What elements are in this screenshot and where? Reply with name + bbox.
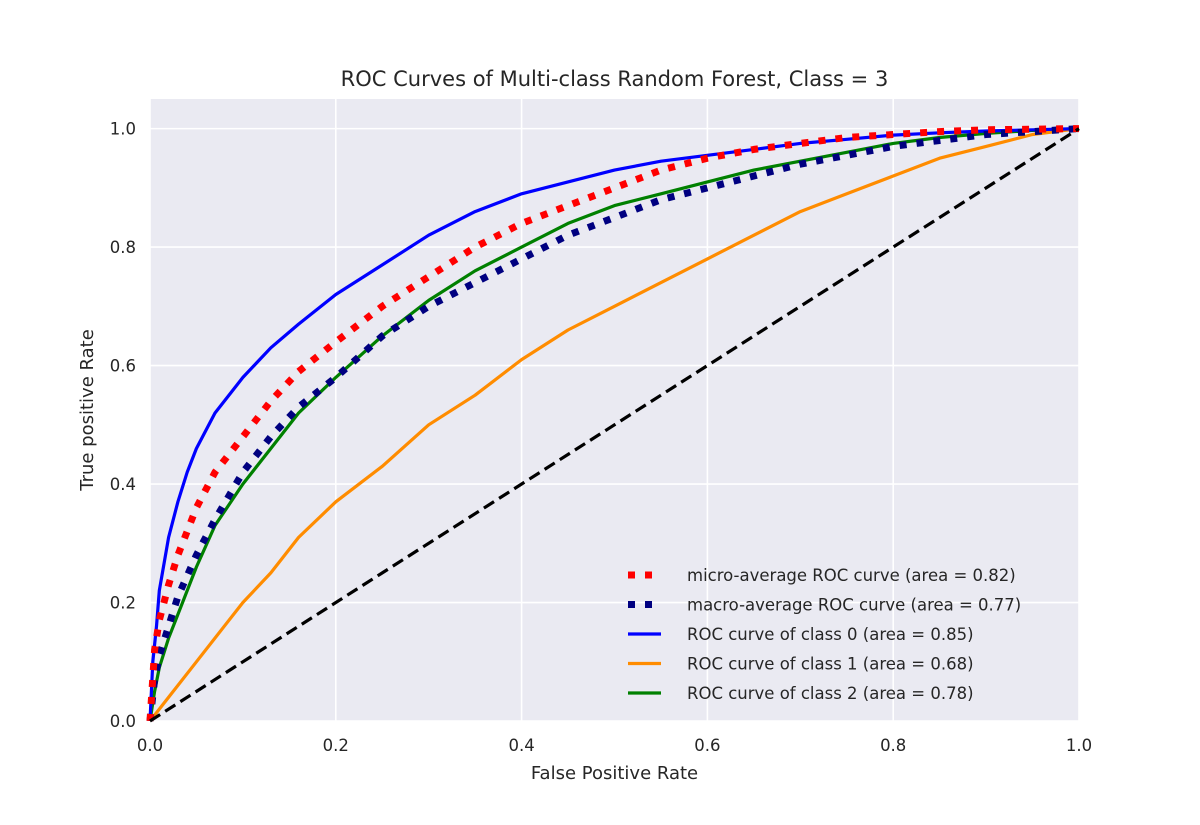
x-tick-label: 0.2 [323, 736, 349, 755]
axis-ticks: 0.0 0.2 0.4 0.6 0.8 1.0 0.0 0.2 0.4 0.6 0.8 1.0 [110, 120, 1092, 755]
x-tick-label: 0.6 [694, 736, 720, 755]
series-line-3 [148, 127, 1080, 722]
series-line-2 [148, 127, 1080, 722]
plot-background [150, 99, 1079, 721]
y-tick-label: 0.4 [110, 475, 136, 494]
y-tick-label: 0.8 [110, 238, 136, 257]
y-tick-label: 0.2 [110, 594, 136, 613]
y-tick-label: 0.6 [110, 357, 136, 376]
legend-label-1: macro-average ROC curve (area = 0.77) [687, 596, 1021, 615]
series-line-5 [149, 127, 1080, 723]
legend: micro-average ROC curve (area = 0.82) mac… [628, 566, 1021, 703]
x-axis-label: False Positive Rate [531, 763, 698, 784]
legend-label-0: micro-average ROC curve (area = 0.82) [687, 566, 1016, 585]
y-tick-label: 0.0 [110, 712, 136, 731]
y-tick-label: 1.0 [110, 120, 136, 139]
legend-label-4: ROC curve of class 2 (area = 0.78) [687, 684, 974, 703]
series-line-4 [148, 127, 1080, 722]
x-tick-label: 0.0 [137, 736, 163, 755]
x-tick-label: 0.4 [508, 736, 534, 755]
legend-label-2: ROC curve of class 0 (area = 0.85) [687, 625, 974, 644]
chart-title: ROC Curves of Multi-class Random Forest,… [341, 67, 889, 91]
x-tick-label: 0.8 [880, 736, 906, 755]
grid [149, 99, 1080, 722]
x-tick-label: 1.0 [1066, 736, 1092, 755]
legend-label-3: ROC curve of class 1 (area = 0.68) [687, 655, 974, 674]
curves [146, 125, 1080, 723]
y-axis-label: True positive Rate [77, 329, 98, 492]
